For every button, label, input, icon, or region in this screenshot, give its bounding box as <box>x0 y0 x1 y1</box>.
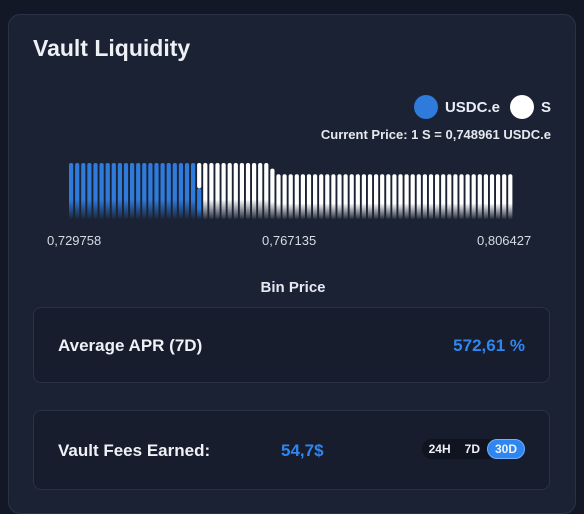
bin-bar-usdc[interactable] <box>75 163 80 219</box>
x-tick-label: 0,729758 <box>47 233 102 248</box>
liquidity-bin-chart[interactable] <box>69 160 519 222</box>
bin-bar-s[interactable] <box>447 174 452 219</box>
legend-usdc-label: USDC.e <box>444 98 500 116</box>
bin-bar-s[interactable] <box>374 174 379 219</box>
bin-bar-s[interactable] <box>319 174 324 219</box>
bin-bar-s[interactable] <box>209 163 214 219</box>
bin-bar-s[interactable] <box>416 174 421 219</box>
bin-bar-usdc[interactable] <box>160 163 165 219</box>
bin-bar-s[interactable] <box>337 174 342 219</box>
bin-bar-s[interactable] <box>508 174 513 219</box>
range-30d-button[interactable]: 30D <box>486 439 525 459</box>
bin-bar-usdc[interactable] <box>105 163 110 219</box>
bin-bar-s[interactable] <box>215 163 220 219</box>
bin-bar-usdc[interactable] <box>81 163 86 219</box>
bin-bar-s[interactable] <box>489 174 495 219</box>
x-tick-label: 0,767135 <box>262 233 317 248</box>
bin-bar-s[interactable] <box>465 174 470 219</box>
x-tick-label: 0,806427 <box>477 233 532 248</box>
bin-bar-s[interactable] <box>435 174 440 219</box>
bin-bar-s[interactable] <box>459 174 464 219</box>
apr-label: Average APR (7D) <box>58 336 203 355</box>
bin-bar-s[interactable] <box>252 163 257 219</box>
bin-bar-usdc[interactable] <box>166 163 171 219</box>
bin-bar-s[interactable] <box>331 174 336 219</box>
bin-bar-usdc[interactable] <box>136 163 141 219</box>
bin-bar-s[interactable] <box>227 163 232 219</box>
bin-bar-s[interactable] <box>239 163 244 219</box>
bin-bar-s[interactable] <box>367 174 373 219</box>
fees-value: 54,7$ <box>281 441 324 460</box>
range-24h-button[interactable]: 24H <box>428 442 451 456</box>
bin-bar-s[interactable] <box>392 174 397 219</box>
bin-bar-s[interactable] <box>300 174 305 219</box>
bin-bar-usdc[interactable] <box>130 163 135 219</box>
bin-bar-usdc[interactable] <box>93 163 98 219</box>
bin-bar-usdc[interactable] <box>172 163 177 219</box>
bin-bar-s[interactable] <box>441 174 446 219</box>
bin-bar-s[interactable] <box>264 163 269 219</box>
bin-bar-s[interactable] <box>477 174 482 219</box>
bin-bar-usdc[interactable] <box>87 163 92 219</box>
bin-bar-usdc[interactable] <box>191 163 196 219</box>
bin-bar-s[interactable] <box>258 163 263 219</box>
bin-bar-s[interactable] <box>276 174 281 219</box>
vault-liquidity-card: Vault Liquidity USDC.e S Current Price: … <box>8 14 576 514</box>
range-selector: 24H 7D 30D <box>421 439 525 459</box>
bin-bar-s[interactable] <box>233 163 238 219</box>
bin-bar-s[interactable] <box>496 174 501 219</box>
bin-bar-s[interactable] <box>355 174 360 219</box>
bin-bar-usdc[interactable] <box>111 163 116 219</box>
bin-bar-usdc[interactable] <box>148 163 153 219</box>
range-7d-button[interactable]: 7D <box>464 442 480 456</box>
bin-bar-s[interactable] <box>483 174 488 219</box>
bin-bar-usdc[interactable] <box>142 163 147 219</box>
bin-bar-s[interactable] <box>221 163 226 219</box>
bin-bar-s[interactable] <box>386 174 391 219</box>
bin-bar-s[interactable] <box>410 174 415 219</box>
bin-bar-s[interactable] <box>502 174 507 219</box>
fees-label: Vault Fees Earned: <box>58 441 211 460</box>
bin-bar-s[interactable] <box>270 168 275 219</box>
apr-panel: Average APR (7D) 572,61 % <box>33 307 550 383</box>
usdc-legend-dot-icon <box>413 95 438 119</box>
bin-bar-usdc[interactable] <box>123 163 129 219</box>
bin-bar-s[interactable] <box>245 163 251 219</box>
bin-bar-usdc[interactable] <box>184 163 190 219</box>
bin-bar-s[interactable] <box>453 174 458 219</box>
x-axis-label: Bin Price <box>260 279 326 296</box>
bin-bar-s[interactable] <box>398 174 403 219</box>
bin-bar-s[interactable] <box>282 174 287 219</box>
bin-bar-s[interactable] <box>361 174 366 219</box>
fees-panel: Vault Fees Earned: 54,7$ 24H 7D 30D <box>33 410 550 490</box>
current-price: Current Price: 1 S = 0,748961 USDC.e <box>320 127 551 142</box>
s-legend-dot-icon <box>509 95 534 119</box>
bin-bar-s[interactable] <box>422 174 427 219</box>
bin-bar-s[interactable] <box>404 174 409 219</box>
bin-bar-usdc[interactable] <box>69 163 74 219</box>
apr-value: 572,61 % <box>453 336 525 355</box>
x-axis-ticks: 0,729758 0,767135 0,806427 <box>9 233 577 253</box>
card-title: Vault Liquidity <box>33 35 191 61</box>
bin-bar-s[interactable] <box>306 174 312 219</box>
bin-bar-s[interactable] <box>197 163 202 189</box>
legend-s-label: S <box>540 98 551 116</box>
bin-bar-usdc[interactable] <box>197 188 202 219</box>
bin-bar-s[interactable] <box>325 174 330 219</box>
bin-bar-usdc[interactable] <box>117 163 122 219</box>
chart-legend: USDC.e S <box>413 95 551 119</box>
bin-bar-s[interactable] <box>294 174 299 219</box>
bin-bar-s[interactable] <box>313 174 318 219</box>
bin-bar-usdc[interactable] <box>154 163 159 219</box>
bin-bar-s[interactable] <box>380 174 385 219</box>
bin-bar-s[interactable] <box>471 174 476 219</box>
bin-bar-usdc[interactable] <box>178 163 183 219</box>
bin-bar-usdc[interactable] <box>99 163 104 219</box>
bin-bar-s[interactable] <box>349 174 354 219</box>
bin-bar-s[interactable] <box>428 174 434 219</box>
bin-bar-s[interactable] <box>203 163 208 219</box>
bin-bar-s[interactable] <box>288 174 293 219</box>
bin-bar-s[interactable] <box>343 174 348 219</box>
